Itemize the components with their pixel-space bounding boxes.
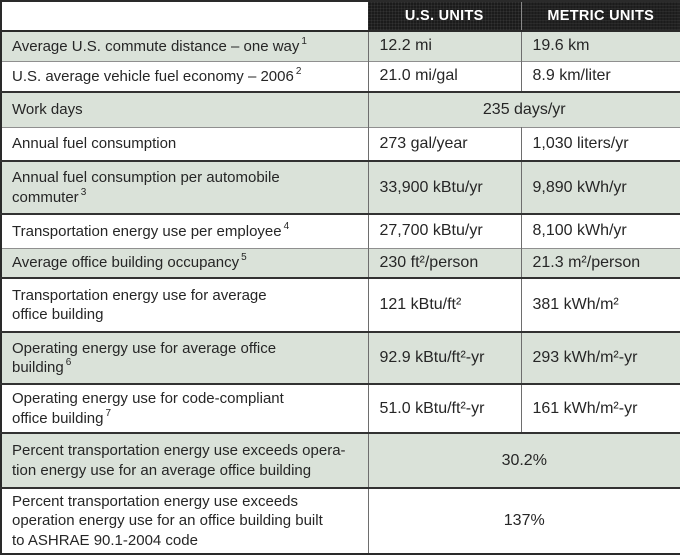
table-row: Average U.S. commute distance – one way 1… bbox=[1, 30, 680, 61]
us-value-cell: 121 kBtu/ft² bbox=[368, 277, 522, 332]
metric-value-cell: 8,100 kWh/yr bbox=[521, 213, 680, 248]
us-value-cell: 92.9 kBtu/ft²-yr bbox=[368, 331, 522, 384]
us-value-cell: 230 ft²/person bbox=[368, 247, 522, 278]
row-label: Operating energy use for code-compliant … bbox=[12, 390, 284, 427]
row-label: Percent transportation energy use exceed… bbox=[12, 493, 323, 549]
row-label: Annual fuel consumption bbox=[12, 135, 177, 153]
row-label: Average U.S. commute distance – one way bbox=[12, 37, 300, 55]
table-row: Operating energy use for average office … bbox=[1, 331, 680, 384]
combined-value-cell: 30.2% bbox=[368, 432, 680, 488]
combined-value-cell: 137% bbox=[368, 487, 680, 554]
row-label: U.S. average vehicle fuel economy – 2006 bbox=[12, 67, 294, 85]
combined-value-cell: 235 days/yr bbox=[368, 91, 680, 127]
row-footnote: 2 bbox=[295, 65, 302, 77]
metric-value-cell: 19.6 km bbox=[521, 30, 680, 61]
row-label: Annual fuel consumption per automobile c… bbox=[12, 169, 280, 206]
metric-value-cell: 1,030 liters/yr bbox=[521, 126, 680, 161]
us-value-cell: 21.0 mi/gal bbox=[368, 60, 522, 92]
header-us-units: U.S. UNITS bbox=[368, 1, 521, 32]
table-row: Operating energy use for code-compliant … bbox=[1, 383, 680, 433]
row-label: Transportation energy use for average of… bbox=[12, 286, 267, 323]
us-value-cell: 273 gal/year bbox=[368, 126, 522, 161]
table-row: Transportation energy use for average of… bbox=[1, 277, 680, 332]
us-value-cell: 51.0 kBtu/ft²-yr bbox=[368, 383, 522, 433]
us-value-cell: 27,700 kBtu/yr bbox=[368, 213, 522, 248]
table-row: Percent transportation energy use exceed… bbox=[1, 432, 680, 488]
row-label: Operating energy use for average office … bbox=[12, 339, 277, 376]
row-footnote: 7 bbox=[105, 407, 112, 419]
table-row: Annual fuel consumption 273 gal/year 1,0… bbox=[1, 126, 680, 161]
metric-value-cell: 9,890 kWh/yr bbox=[521, 160, 680, 214]
row-footnote: 4 bbox=[283, 220, 290, 232]
row-footnote: 5 bbox=[241, 252, 247, 264]
table-header-row: U.S. UNITS METRIC UNITS bbox=[1, 1, 680, 32]
table-row: Average office building occupancy 5 230 f… bbox=[1, 247, 680, 278]
us-value-cell: 33,900 kBtu/yr bbox=[368, 160, 522, 214]
row-label: Work days bbox=[12, 101, 83, 119]
row-label: Transportation energy use per employee bbox=[12, 222, 282, 240]
us-value-cell: 12.2 mi bbox=[368, 30, 522, 61]
row-label: Percent transportation energy use exceed… bbox=[12, 442, 346, 479]
table-row: Work days 235 days/yr bbox=[1, 91, 680, 127]
table-row: U.S. average vehicle fuel economy – 2006… bbox=[1, 60, 680, 92]
metric-value-cell: 21.3 m²/person bbox=[521, 247, 680, 278]
row-label: Average office building occupancy bbox=[12, 254, 240, 272]
table-row: Percent transportation energy use exceed… bbox=[1, 487, 680, 554]
table-row: Transportation energy use per employee 4 … bbox=[1, 213, 680, 248]
header-metric-units: METRIC UNITS bbox=[520, 1, 680, 32]
row-footnote: 3 bbox=[80, 186, 87, 198]
metric-value-cell: 293 kWh/m²-yr bbox=[521, 331, 680, 384]
table-row: Annual fuel consumption per automobile c… bbox=[1, 160, 680, 214]
metric-value-cell: 8.9 km/liter bbox=[521, 60, 680, 92]
metric-value-cell: 161 kWh/m²-yr bbox=[521, 383, 680, 433]
row-footnote: 6 bbox=[65, 357, 72, 368]
header-corner-cell bbox=[1, 1, 368, 32]
metric-value-cell: 381 kWh/m² bbox=[521, 277, 680, 332]
row-footnote: 1 bbox=[301, 35, 307, 47]
